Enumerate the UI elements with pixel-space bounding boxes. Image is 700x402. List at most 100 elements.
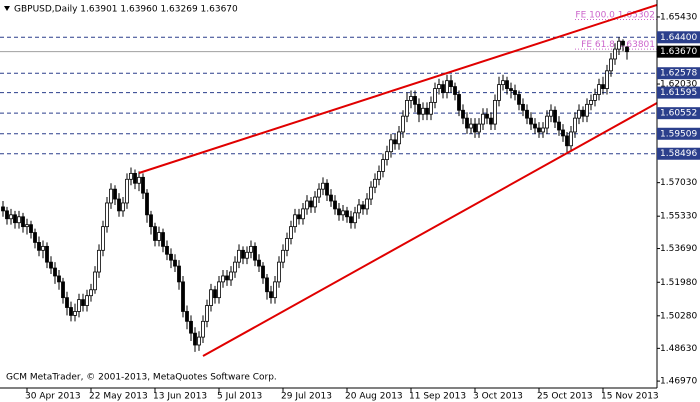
candle-body [245, 251, 249, 259]
candle-body [293, 214, 297, 228]
candle-body [65, 297, 69, 308]
candle-body [21, 216, 25, 228]
y-tick-label: 1.51980 [660, 278, 697, 288]
y-tick-label: 1.48630 [660, 344, 697, 354]
candle-body [157, 232, 161, 241]
candle-body [473, 123, 477, 133]
candle-body [469, 123, 473, 129]
candle-body [229, 271, 233, 281]
level-label: 1.60552 [660, 109, 697, 119]
plot: FE 100.0 1.65302 FE 61.8 1.63801 [0, 3, 658, 357]
candle-body [449, 80, 453, 87]
candle-body [29, 224, 33, 233]
candle-body [13, 214, 17, 224]
y-tick-label: 1.46970 [660, 377, 697, 387]
candle-body [605, 70, 609, 89]
candle-body [197, 336, 201, 346]
candle-body [209, 289, 213, 306]
candle-body [145, 192, 149, 216]
candle-body [85, 295, 89, 306]
candle-body [537, 127, 541, 133]
level-box [657, 86, 700, 99]
candle-body [69, 307, 73, 316]
candle-body [241, 249, 245, 259]
candle-body [425, 107, 429, 115]
y-tick-label: 1.65430 [660, 12, 697, 22]
y-tick-label: 1.62030 [660, 80, 697, 90]
candle-body [17, 216, 21, 224]
candle-body [189, 320, 193, 334]
fibo-name: FE 61.8 [581, 40, 615, 50]
level-box [657, 31, 700, 44]
candle-body [413, 96, 417, 105]
candle-body [501, 80, 505, 86]
candle-body [105, 202, 109, 228]
level-label: 1.64400 [660, 33, 697, 43]
x-tick-label: 15 Nov 2013 [601, 392, 659, 402]
fibo-value: 1.65302 [618, 10, 655, 20]
candle-body [521, 103, 525, 111]
x-tick-label: 25 Oct 2013 [537, 392, 593, 402]
candle-body [89, 289, 93, 297]
candle-body [33, 232, 37, 243]
candle-body [269, 291, 273, 299]
level-box [657, 127, 700, 140]
level-box [657, 147, 700, 160]
candle-body [589, 100, 593, 105]
candle-body [513, 90, 517, 95]
bid-label: 1.63670 [660, 47, 697, 57]
candle-body [73, 311, 77, 316]
candle-body [257, 259, 261, 267]
candle-body [497, 84, 501, 101]
candle-body [309, 200, 313, 208]
candle-body [193, 332, 197, 346]
x-tick-label: 5 Jul 2013 [217, 392, 262, 402]
y-tick-label: 1.57030 [660, 178, 697, 188]
header: GBPUSD,Daily 1.63901 1.63960 1.63269 1.6… [14, 5, 238, 15]
trend-line [202, 102, 658, 357]
candle-body [533, 123, 537, 129]
candle-body [273, 281, 277, 299]
fibo-name: FE 100.0 [575, 10, 615, 20]
level-label: 1.62578 [660, 69, 697, 79]
candle-body [301, 208, 305, 220]
candle-body [541, 127, 545, 133]
candle-body [5, 210, 9, 220]
level-label: 1.58496 [660, 149, 697, 159]
candle-body [393, 139, 397, 145]
candle-body [317, 188, 321, 198]
candle-body [389, 139, 393, 153]
candle-body [349, 216, 353, 224]
x-tick-label: 29 Jul 2013 [281, 392, 332, 402]
candle-body [397, 131, 401, 145]
candle-body [417, 103, 421, 115]
candle-body [117, 198, 121, 212]
x-tick-label: 30 Apr 2013 [25, 392, 81, 402]
candle-body [337, 208, 341, 216]
candle-body [285, 238, 289, 251]
candle-body [421, 107, 425, 115]
candle-body [137, 176, 141, 184]
candle-body [577, 109, 581, 119]
candle-body [369, 186, 373, 200]
candle-body [361, 204, 365, 210]
candle-body [585, 103, 589, 117]
candle-body [49, 261, 53, 269]
fibo-label: FE 61.8 1.63801 [581, 40, 655, 50]
candle-body [185, 311, 189, 322]
candle-body [573, 117, 577, 133]
candle-body [625, 46, 629, 53]
candle-body [617, 40, 621, 50]
candle-body [433, 88, 437, 103]
candle-body [101, 226, 105, 251]
x-tick-label: 20 Aug 2013 [345, 392, 403, 402]
candle-body [565, 135, 569, 147]
candle-body [277, 261, 281, 283]
bid-box [657, 45, 700, 58]
candle-body [109, 188, 113, 204]
candle-body [121, 202, 125, 212]
candle-body [365, 198, 369, 210]
candle-body [289, 226, 293, 239]
candle-body [9, 214, 13, 220]
